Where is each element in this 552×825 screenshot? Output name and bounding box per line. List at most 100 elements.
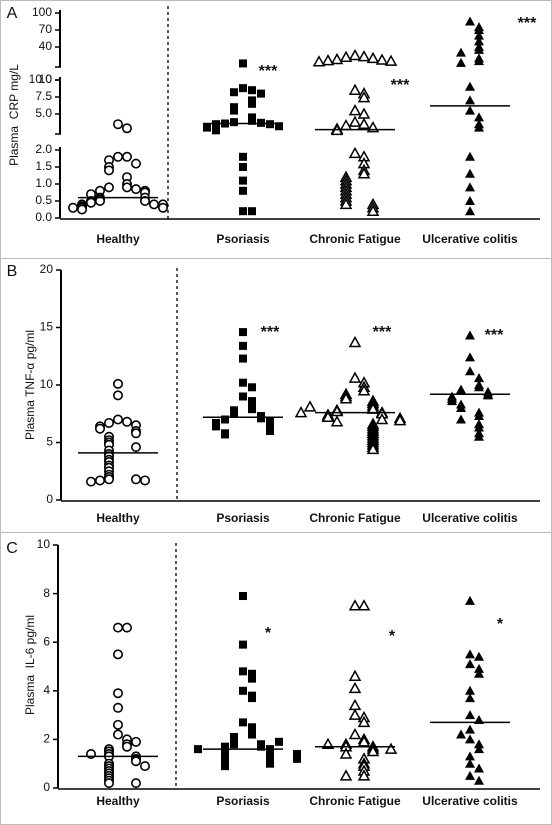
data-point: [212, 422, 220, 431]
data-point: [221, 415, 229, 424]
x-tick-label: Psoriasis: [216, 794, 270, 808]
data-point: [230, 118, 238, 127]
data-point: [221, 430, 229, 439]
data-point: [348, 727, 362, 740]
data-point: [357, 384, 371, 396]
data-point: [275, 737, 283, 746]
data-point: [230, 88, 238, 97]
y-tick-label: 100: [32, 5, 52, 19]
significance: ***: [518, 15, 537, 32]
data-point: [239, 163, 247, 171]
data-point: [465, 724, 475, 734]
data-point: [474, 739, 484, 749]
data-point: [465, 182, 475, 192]
data-point: [303, 400, 317, 412]
data-point: [113, 702, 124, 713]
data-point: [248, 723, 256, 732]
data-point: [131, 184, 142, 195]
data-point: [348, 104, 362, 116]
x-tick-label: Chronic Fatigue: [309, 794, 401, 808]
data-point: [131, 756, 142, 767]
data-point: [149, 199, 160, 210]
data-point: [474, 651, 484, 661]
y-axis-label: Plasma CRP mg/L: [7, 64, 21, 166]
data-point: [239, 640, 247, 649]
data-point: [474, 668, 484, 678]
significance: ***: [485, 327, 504, 344]
data-point: [122, 741, 133, 752]
data-point: [474, 763, 484, 773]
data-point: [248, 405, 256, 414]
data-point: [474, 382, 484, 392]
data-point: [339, 50, 353, 62]
data-point: [465, 16, 475, 26]
y-tick-label: 4: [43, 683, 50, 697]
data-point: [465, 693, 475, 703]
data-point: [456, 403, 466, 412]
panel-frame: [0, 258, 552, 533]
y-axis-label: Plasma IL-6 pg/ml: [23, 615, 37, 715]
data-point: [465, 95, 475, 105]
x-tick-label: Ulcerative colitis: [422, 232, 518, 246]
data-point: [77, 204, 88, 215]
data-point: [257, 89, 265, 98]
data-point: [104, 182, 115, 193]
y-tick-label: 8: [43, 586, 50, 600]
data-point: [357, 715, 371, 728]
data-point: [266, 759, 274, 768]
data-point: [239, 176, 247, 185]
data-point: [312, 55, 326, 67]
data-point: [131, 428, 142, 439]
data-point: [248, 397, 256, 406]
data-point: [474, 373, 484, 383]
data-point: [330, 415, 344, 427]
data-point: [293, 749, 301, 758]
data-point: [239, 59, 247, 68]
y-tick-label: 0: [43, 780, 50, 794]
data-point: [366, 51, 380, 64]
y-tick-label: 10.0: [29, 72, 53, 86]
x-tick-label: Ulcerative colitis: [422, 511, 518, 525]
data-point: [122, 622, 133, 633]
data-point: [465, 649, 475, 659]
data-point: [339, 392, 353, 404]
data-point: [293, 754, 301, 763]
data-point: [239, 378, 247, 387]
data-point: [465, 770, 475, 780]
data-point: [474, 122, 484, 132]
significance: *: [497, 616, 504, 633]
data-point: [465, 330, 475, 340]
data-point: [239, 718, 247, 727]
data-point: [248, 207, 256, 216]
data-point: [113, 729, 124, 740]
data-point: [357, 769, 371, 781]
data-point: [239, 667, 247, 676]
data-point: [248, 86, 256, 95]
data-point: [357, 107, 371, 119]
data-point: [348, 708, 362, 720]
data-point: [456, 384, 466, 394]
data-point: [465, 81, 475, 91]
data-point: [366, 745, 380, 757]
data-point: [348, 599, 362, 611]
y-tick-label: 20: [40, 262, 54, 276]
y-tick-label: 10: [37, 537, 51, 551]
data-point: [330, 52, 344, 65]
data-point: [140, 475, 151, 486]
data-point: [348, 83, 362, 95]
data-point: [357, 599, 371, 611]
data-point: [113, 622, 124, 633]
y-tick-label: 5.0: [35, 106, 52, 120]
y-tick-label: 40: [39, 39, 53, 53]
data-point: [348, 669, 362, 681]
significance: ***: [259, 63, 278, 80]
data-point: [465, 366, 475, 376]
data-point: [122, 123, 133, 134]
data-point: [348, 698, 362, 711]
significance: *: [265, 625, 272, 642]
data-point: [239, 207, 247, 216]
data-point: [230, 740, 238, 749]
data-point: [239, 392, 247, 401]
data-point: [474, 663, 484, 673]
